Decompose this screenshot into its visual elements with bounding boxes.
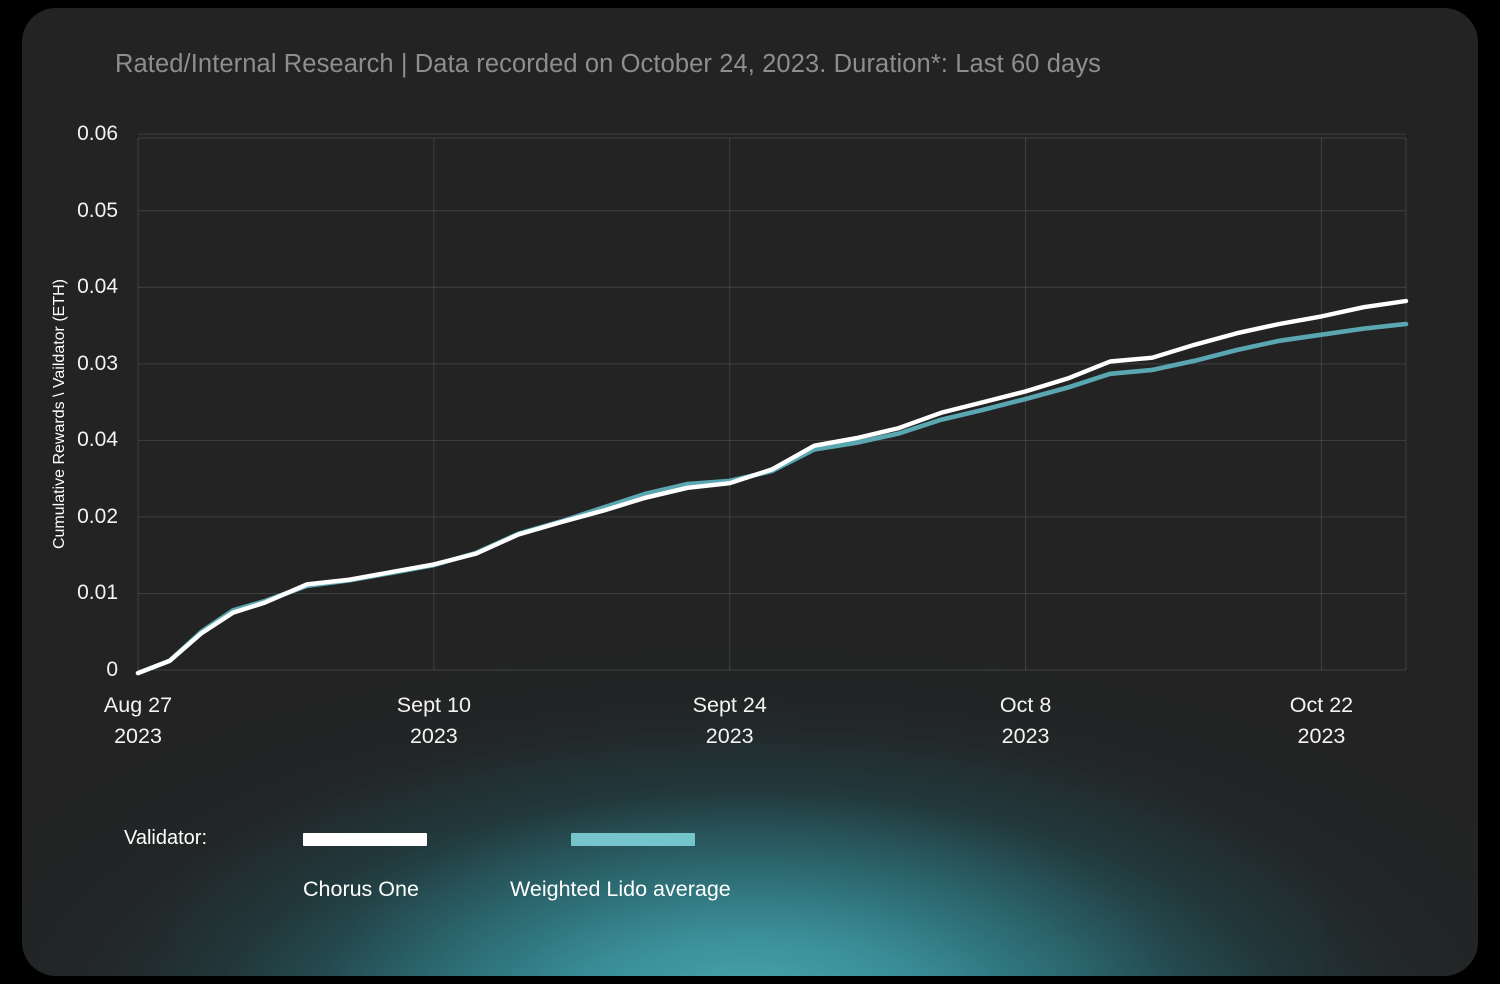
y-axis-tick-label: 0.06 bbox=[77, 122, 118, 146]
y-axis-tick-label: 0.04 bbox=[77, 428, 118, 452]
y-axis-tick-label: 0.04 bbox=[77, 275, 118, 299]
y-axis-tick-label: 0.01 bbox=[77, 581, 118, 605]
x-tick-year: 2023 bbox=[705, 724, 754, 748]
y-axis-tick-label: 0.05 bbox=[77, 198, 118, 222]
x-axis-tick-label: Sept 24 2023 bbox=[693, 690, 767, 752]
grid-lines bbox=[137, 133, 1407, 671]
x-tick-date: Oct 22 bbox=[1289, 693, 1354, 717]
page-title: Rated/Internal Research | Data recorded … bbox=[115, 50, 1102, 78]
x-tick-year: 2023 bbox=[114, 724, 162, 748]
x-tick-date: Oct 8 bbox=[999, 693, 1052, 717]
x-tick-date: Sept 24 bbox=[692, 693, 767, 717]
legend-color-swatch bbox=[571, 833, 695, 846]
x-tick-year: 2023 bbox=[1297, 724, 1346, 748]
x-tick-year: 2023 bbox=[409, 724, 458, 748]
legend-series-name[interactable]: Weighted Lido average bbox=[510, 877, 731, 901]
y-axis-tick-label: 0.03 bbox=[77, 351, 118, 375]
x-tick-date: Aug 27 bbox=[103, 693, 173, 717]
y-axis-tick-label: 0 bbox=[106, 658, 118, 681]
series-line bbox=[135, 298, 1409, 676]
series-lines bbox=[135, 298, 1409, 676]
x-axis-tick-label: Oct 22 2023 bbox=[1290, 690, 1353, 752]
legend-prefix-label: Validator: bbox=[124, 827, 208, 849]
x-axis-tick-label: Oct 8 2023 bbox=[1000, 690, 1051, 752]
x-tick-year: 2023 bbox=[1001, 724, 1050, 748]
y-axis-tick-labels: 0 0.01 0.02 0.04 0.03 0.04 0.05 0.06 bbox=[48, 0, 118, 984]
y-axis-tick-label: 0.02 bbox=[77, 504, 118, 528]
legend-color-swatch bbox=[303, 833, 427, 846]
x-axis-tick-label: Aug 27 2023 bbox=[104, 690, 172, 752]
x-axis-tick-labels: Aug 27 2023 Sept 10 2023 Sept 24 2023 Oct 8 202… bbox=[0, 690, 1500, 770]
x-tick-date: Sept 10 bbox=[396, 693, 471, 717]
legend-series-name[interactable]: Chorus One bbox=[303, 877, 419, 901]
x-axis-tick-label: Sept 10 2023 bbox=[397, 690, 471, 752]
